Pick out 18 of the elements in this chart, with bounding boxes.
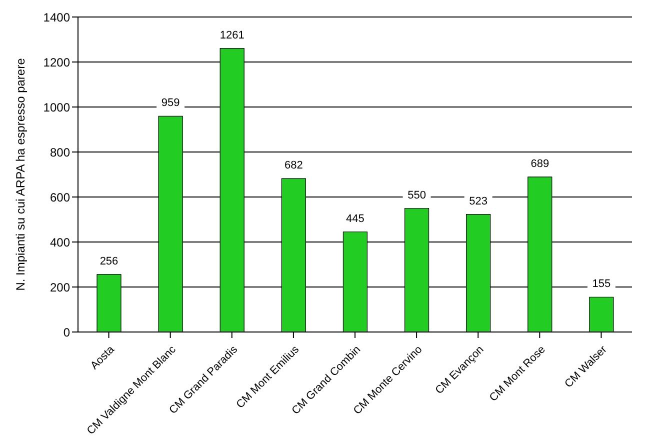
data-label: 689 — [530, 158, 550, 170]
y-tick-label: 1200 — [43, 55, 70, 70]
data-label: 550 — [408, 189, 426, 202]
data-label: 523 — [469, 195, 488, 208]
y-tick-label: 400 — [50, 235, 70, 250]
y-tick-label: 0 — [63, 325, 70, 340]
y-tick-label: 800 — [50, 145, 70, 160]
data-label: 155 — [592, 278, 611, 290]
data-label: 1261 — [220, 29, 244, 42]
y-tick-label: 1000 — [43, 100, 70, 114]
y-tick-label: 200 — [50, 280, 70, 294]
data-label: 256 — [100, 255, 118, 268]
data-label: 682 — [284, 160, 303, 172]
y-tick-label: 1400 — [43, 10, 70, 24]
data-label: 959 — [161, 97, 180, 110]
y-tick-label: 600 — [50, 190, 70, 204]
data-label: 445 — [346, 212, 364, 225]
y-axis-title: N. Impianti su cui ARPA ha espresso parere — [13, 58, 28, 291]
